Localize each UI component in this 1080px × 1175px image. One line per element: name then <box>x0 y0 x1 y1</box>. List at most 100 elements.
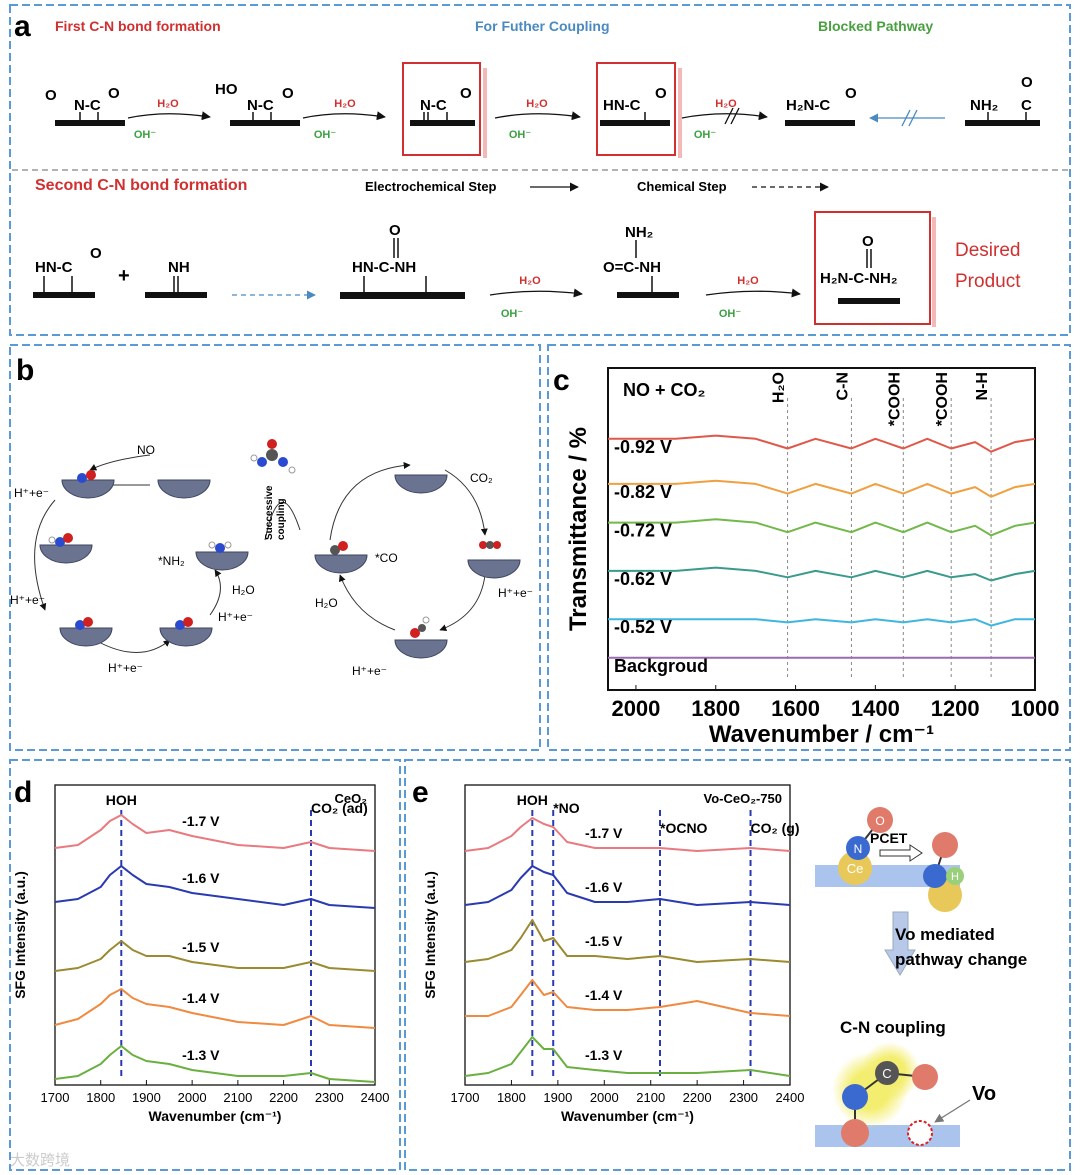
panel-frame <box>9 4 1071 336</box>
label: *NH₂ <box>158 554 185 568</box>
series-line <box>54 865 376 909</box>
atom <box>867 807 893 833</box>
atom <box>912 1064 938 1090</box>
x-tick-label: 1900 <box>543 1090 572 1105</box>
molecule: HN-C-NH <box>352 259 416 276</box>
label: H₂O <box>315 596 338 610</box>
series-label: -0.82 V <box>614 482 672 502</box>
label: PCET <box>870 830 908 846</box>
plot-frame <box>464 784 791 1086</box>
surface <box>33 292 95 298</box>
bonds <box>43 238 872 292</box>
atom: O <box>90 245 102 262</box>
catalyst-slab <box>39 474 521 659</box>
chart: d 1700 1800 1900 2000 2100 2200 2300 2400 Wavenum… <box>12 776 389 1124</box>
slab <box>815 1125 960 1147</box>
atom: O <box>1021 74 1033 91</box>
label: H⁺+e⁻ <box>14 486 49 500</box>
watermark: 大数跨境 <box>10 1151 70 1169</box>
x-tick-label: 1800 <box>497 1090 526 1105</box>
x-tick-label: 1400 <box>851 696 900 721</box>
x-tick-label: 2200 <box>269 1090 298 1105</box>
molecule: HN-C <box>603 97 641 114</box>
x-tick-label: 1000 <box>1011 696 1060 721</box>
down-arrow <box>884 911 916 976</box>
x-tick-label: 1900 <box>132 1090 161 1105</box>
y-axis-label: SFG Intensity (a.u.) <box>12 871 28 999</box>
x-tick-label: 2400 <box>776 1090 805 1105</box>
atom-label: C <box>882 1066 891 1081</box>
heading: For Futher Coupling <box>475 18 610 34</box>
panel-label: d <box>14 776 32 809</box>
surface <box>785 120 855 126</box>
atom-label: H <box>951 871 959 883</box>
panel-frame <box>404 759 1071 1171</box>
surface <box>230 120 300 126</box>
series-line <box>464 1036 791 1077</box>
y-axis-label: Transmittance / % <box>565 427 592 631</box>
atom: O <box>460 85 472 102</box>
series-line <box>608 479 1036 498</box>
label: Vo mediated <box>895 925 995 944</box>
surface <box>617 292 679 298</box>
series-label: -0.52 V <box>614 617 672 637</box>
annotation-label: HOH <box>106 792 137 808</box>
legend-label: Chemical Step <box>637 179 727 194</box>
plus: + <box>118 265 130 287</box>
annotation-label: CO₂ (ad) <box>311 800 368 816</box>
panel-frame <box>9 759 401 1171</box>
atom-label: N <box>854 842 863 856</box>
x-tick-label: 1800 <box>691 696 740 721</box>
x-tick-label: 2000 <box>178 1090 207 1105</box>
x-tick-label: 2400 <box>361 1090 390 1105</box>
series-label: -1.4 V <box>585 987 623 1003</box>
atom: O <box>282 85 294 102</box>
reagent: H₂O <box>526 98 548 110</box>
series-line <box>608 434 1036 453</box>
panel-label: e <box>412 776 429 809</box>
label: C-N coupling <box>840 1018 946 1037</box>
series-label: -1.5 V <box>182 939 220 955</box>
molecule: NH₂ <box>970 97 998 114</box>
panel-a: a First C-N bond formation For Futher Co… <box>12 10 1068 327</box>
series-line <box>54 1045 376 1083</box>
atom <box>841 1119 869 1147</box>
x-tick-label: 1600 <box>771 696 820 721</box>
atom <box>838 851 872 885</box>
annotation-label: CO₂ (g) <box>751 820 800 836</box>
atom <box>846 836 870 860</box>
surface <box>145 292 207 298</box>
reagent: H₂O <box>737 275 759 287</box>
x-tick-label: 2100 <box>223 1090 252 1105</box>
atom: O <box>862 233 874 250</box>
label: H⁺+e⁻ <box>218 610 253 624</box>
chart-note: Vo-CeO₂-750 <box>703 791 782 806</box>
annotation-label: *COOH <box>886 372 903 426</box>
series-line <box>608 518 1036 537</box>
x-tick-label: 2200 <box>683 1090 712 1105</box>
label: Vo <box>972 1083 996 1105</box>
series-label: -1.5 V <box>585 933 623 949</box>
series-label: -0.72 V <box>614 521 672 541</box>
heading: Blocked Pathway <box>818 18 933 34</box>
surface <box>600 120 670 126</box>
highlight-box <box>814 211 931 325</box>
chart: c 2000 1800 1600 1400 1200 1000 Wavenumber / cm… <box>553 364 1059 748</box>
atom: O <box>108 85 120 102</box>
series-line <box>464 865 791 906</box>
molecule: HN-C <box>35 259 73 276</box>
panel-label: c <box>553 364 570 397</box>
molecule: N-C <box>420 97 447 114</box>
panel-b: b NO H⁺+e⁻ H⁺+e⁻ H⁺+e⁻ *NH₂ H₂O H⁺+e⁻ Su… <box>10 354 533 678</box>
adsorbates <box>48 439 501 638</box>
annotation-label: *NO <box>553 800 580 816</box>
series-label: -1.7 V <box>585 825 623 841</box>
atom-label: O <box>875 814 884 828</box>
annotation-label: *OCNO <box>660 820 708 836</box>
reagent: OH⁻ <box>134 129 157 141</box>
label: *CO <box>375 551 398 565</box>
highlight-box <box>402 62 481 156</box>
reagent: OH⁻ <box>509 129 532 141</box>
atom <box>923 864 947 888</box>
surface <box>55 120 125 126</box>
